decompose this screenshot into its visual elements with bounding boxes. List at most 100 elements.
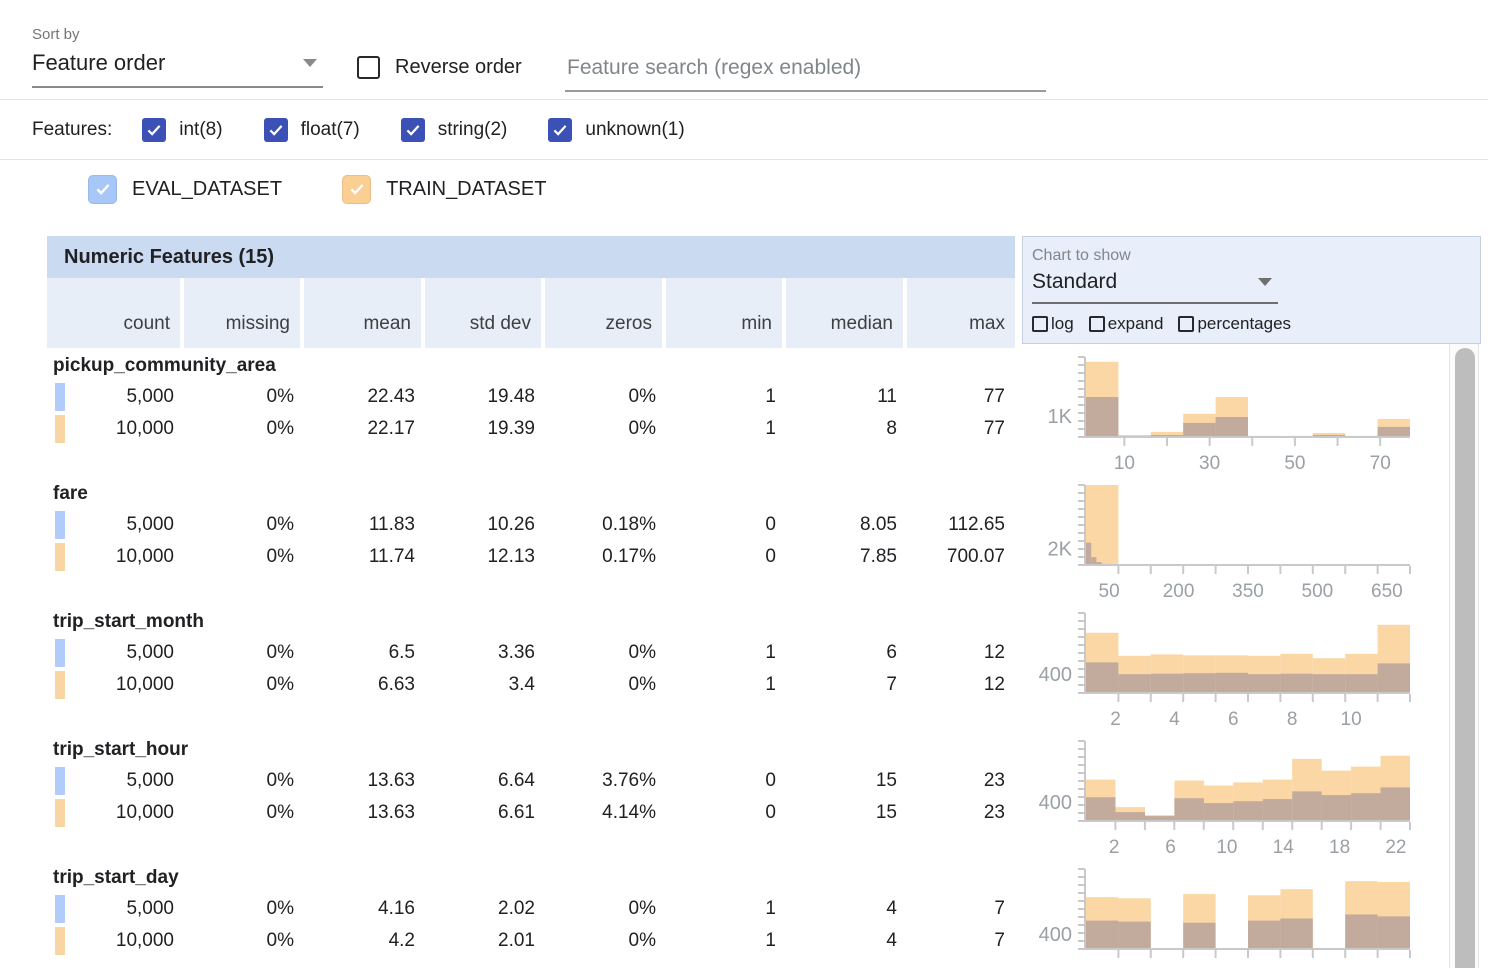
feature-name: trip_start_day (53, 867, 179, 888)
histogram-svg-fare: 50 200 350 500 650 2K (1048, 484, 1411, 602)
percentages-checkbox[interactable] (1178, 316, 1195, 332)
filter-unknown-label: unknown(1) (585, 118, 685, 140)
table-row: 10,000 0% 6.63 3.4 0% 1 7 12 (47, 669, 1015, 701)
dataset-train[interactable]: TRAIN_DATASET (342, 174, 546, 204)
column-header-median: median (786, 278, 907, 348)
histogram-svg-trip_start_day: 400 (1039, 868, 1411, 958)
dataset-swatch (55, 639, 65, 667)
option-percentages[interactable]: percentages (1178, 314, 1291, 334)
svg-text:70: 70 (1370, 453, 1391, 474)
stat-cell: 22.43 (367, 386, 415, 407)
train-dataset-checkbox[interactable] (342, 174, 372, 204)
svg-text:650: 650 (1371, 581, 1403, 602)
feature-name: pickup_community_area (53, 355, 276, 376)
stat-cell: 8.05 (860, 514, 897, 535)
chart-type-select[interactable]: Standard (1032, 265, 1278, 304)
svg-text:18: 18 (1329, 837, 1350, 858)
option-log[interactable]: log (1032, 314, 1074, 334)
svg-text:50: 50 (1284, 453, 1305, 474)
table-row: 5,000 0% 4.16 2.02 0% 1 4 7 (47, 893, 1015, 925)
stat-cell: 4 (886, 898, 897, 919)
stat-cell: 10,000 (115, 802, 174, 823)
sort-by-select[interactable]: Feature order (32, 43, 323, 88)
svg-text:2: 2 (1110, 709, 1121, 730)
svg-text:4: 4 (1169, 709, 1180, 730)
table-row: 5,000 0% 13.63 6.64 3.76% 0 15 23 (47, 765, 1015, 797)
eval-dataset-checkbox[interactable] (88, 174, 117, 204)
stat-cell: 19.39 (487, 418, 535, 439)
dataset-swatch (55, 767, 65, 795)
dataset-swatch (55, 383, 65, 411)
reverse-order-checkbox[interactable] (357, 56, 380, 79)
svg-text:200: 200 (1163, 581, 1195, 602)
stat-cell: 0% (266, 514, 294, 535)
feature-group: trip_start_hour 5,000 0% 13.63 6.64 3.76% 0 15 2… (47, 732, 1015, 860)
column-header-count: count (47, 278, 184, 348)
histogram-trip_start_hour: 2 6 10 14 18 22 400 (1022, 735, 1447, 863)
log-label: log (1051, 314, 1074, 333)
unknown-checkbox[interactable] (548, 117, 573, 142)
stat-cell: 4.16 (378, 898, 415, 919)
stat-cell: 3.36 (498, 642, 535, 663)
check-icon (147, 124, 161, 136)
filter-string[interactable]: string(2) (400, 117, 508, 142)
features-label: Features: (32, 118, 113, 140)
feature-group: trip_start_month 5,000 0% 6.5 3.36 0% 1 6 12 10,0… (47, 604, 1015, 732)
sort-by-control: Sort by Feature order (32, 26, 323, 88)
histogram-svg-pickup_community_area: 10 30 50 70 1K (1048, 356, 1410, 474)
stat-cell: 12 (983, 642, 1005, 663)
chevron-down-icon (1258, 278, 1272, 286)
stat-cell: 700.07 (946, 546, 1005, 567)
stat-cell: 11.74 (368, 546, 415, 567)
svg-text:6: 6 (1228, 709, 1239, 730)
svg-text:14: 14 (1273, 837, 1295, 858)
feature-group: fare 5,000 0% 11.83 10.26 0.18% 0 8.05 112.65 10,… (47, 476, 1015, 604)
string-checkbox[interactable] (400, 117, 425, 142)
chart-options: log expand percentages (1032, 314, 1480, 334)
option-expand[interactable]: expand (1088, 314, 1163, 334)
int-checkbox[interactable] (142, 117, 167, 142)
check-icon (269, 124, 283, 136)
svg-text:400: 400 (1039, 924, 1072, 946)
scrollbar-thumb[interactable] (1455, 348, 1475, 968)
dataset-eval[interactable]: EVAL_DATASET (88, 174, 282, 204)
svg-text:2: 2 (1109, 837, 1120, 858)
filter-int[interactable]: int(8) (142, 117, 223, 142)
table-row: 10,000 0% 4.2 2.01 0% 1 4 7 (47, 925, 1015, 957)
expand-checkbox[interactable] (1088, 316, 1105, 332)
stat-cell: 4.2 (388, 930, 415, 951)
stat-cell: 0% (266, 546, 294, 567)
stat-cell: 1 (765, 418, 776, 439)
filter-float[interactable]: float(7) (263, 117, 360, 142)
dataset-swatch (55, 671, 65, 699)
column-header-max: max (969, 313, 1005, 334)
column-headers: count missing mean std dev zeros min med… (47, 278, 1015, 348)
stat-cell: 7 (994, 898, 1005, 919)
log-checkbox[interactable] (1032, 316, 1048, 332)
scrollbar (1447, 344, 1481, 968)
stat-cell: 7 (994, 930, 1005, 951)
stat-cell: 0% (266, 802, 294, 823)
feature-name: fare (53, 483, 88, 504)
scrollbar-track[interactable] (1449, 344, 1479, 968)
stat-cell: 0.17% (602, 546, 656, 567)
stat-cell: 4 (886, 930, 897, 951)
stat-cell: 5,000 (126, 642, 174, 663)
stat-cell: 1 (765, 674, 776, 695)
table-row: 10,000 0% 22.17 19.39 0% 1 8 77 (47, 413, 1015, 445)
check-icon (553, 124, 567, 136)
search-input[interactable] (565, 52, 1046, 92)
stat-cell: 0% (628, 898, 656, 919)
filter-unknown[interactable]: unknown(1) (548, 117, 685, 142)
stat-cell: 8 (886, 418, 897, 439)
stats-table: Numeric Features (15) count missing mean… (47, 236, 1015, 968)
float-checkbox[interactable] (263, 117, 288, 142)
check-icon (350, 184, 364, 195)
chart-to-show-label: Chart to show (1032, 247, 1131, 264)
sort-by-value: Feature order (32, 50, 166, 75)
stat-cell: 13.63 (367, 770, 415, 791)
stat-cell: 12 (983, 674, 1005, 695)
filter-string-label: string(2) (437, 118, 508, 140)
stat-cell: 0% (628, 674, 656, 695)
svg-text:400: 400 (1039, 664, 1072, 686)
